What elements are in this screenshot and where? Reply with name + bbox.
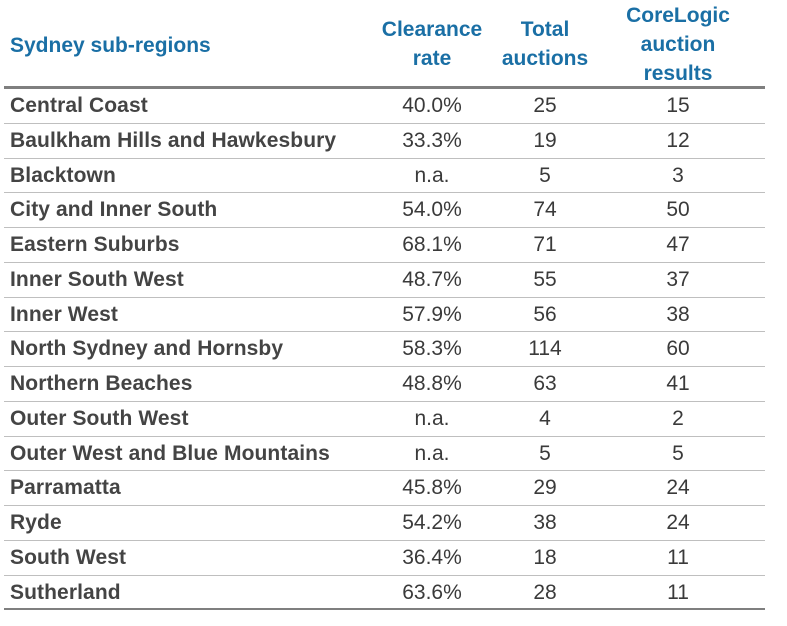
region-cell: Inner South West xyxy=(10,267,184,291)
corelogic-results-cell: 47 xyxy=(666,233,690,256)
table-row: Northern Beaches 48.8% 63 41 xyxy=(4,367,765,402)
corelogic-results-cell: 11 xyxy=(667,580,689,604)
header-total-auctions: Total auctions xyxy=(494,15,596,73)
total-auctions-cell: 114 xyxy=(528,337,562,361)
table-row: Inner West 57.9% 56 38 xyxy=(4,298,765,333)
clearance-rate-cell: 33.3% xyxy=(402,128,462,152)
corelogic-results-cell: 24 xyxy=(666,511,690,534)
corelogic-results-cell: 60 xyxy=(666,337,690,361)
region-cell: Eastern Suburbs xyxy=(10,233,180,256)
clearance-rate-cell: n.a. xyxy=(414,441,450,465)
total-auctions-cell: 25 xyxy=(533,94,557,117)
corelogic-results-cell: 2 xyxy=(672,406,684,430)
table-body: Central Coast 40.0% 25 15 Baulkham Hills and… xyxy=(4,89,765,611)
clearance-rate-cell: 54.0% xyxy=(402,198,462,222)
region-cell: City and Inner South xyxy=(10,198,218,222)
header-sub-regions-label: Sydney sub-regions xyxy=(10,34,211,57)
region-cell: Northern Beaches xyxy=(10,372,193,395)
table-row: South West 36.4% 18 11 xyxy=(4,541,765,576)
header-clearance-line1: Clearance xyxy=(381,18,483,41)
table-row: Inner South West 48.7% 55 37 xyxy=(4,263,765,298)
region-cell: North Sydney and Hornsby xyxy=(10,337,284,361)
region-cell: Blacktown xyxy=(10,163,116,187)
corelogic-results-cell: 50 xyxy=(666,198,690,222)
corelogic-results-cell: 15 xyxy=(666,94,690,117)
table-row: Parramatta 45.8% 29 24 xyxy=(4,471,765,506)
table-row: Eastern Suburbs 68.1% 71 47 xyxy=(4,228,765,263)
region-cell: Ryde xyxy=(10,511,62,534)
clearance-rate-cell: 48.7% xyxy=(402,267,462,291)
header-clearance-rate: Clearance rate xyxy=(374,15,490,73)
corelogic-results-cell: 37 xyxy=(666,267,690,291)
clearance-rate-cell: n.a. xyxy=(414,406,450,430)
clearance-rate-cell: 63.6% xyxy=(402,580,462,604)
total-auctions-cell: 5 xyxy=(539,163,551,187)
header-core-line3: results xyxy=(643,62,713,85)
total-auctions-cell: 19 xyxy=(533,128,557,152)
header-total-line2: auctions xyxy=(501,47,589,70)
region-cell: Sutherland xyxy=(10,580,121,604)
table-row: Baulkham Hills and Hawkesbury 33.3% 19 12 xyxy=(4,124,765,159)
total-auctions-cell: 55 xyxy=(533,267,557,291)
region-cell: Parramatta xyxy=(10,476,121,500)
clearance-rate-cell: 48.8% xyxy=(402,372,462,395)
table-row: Ryde 54.2% 38 24 xyxy=(4,506,765,541)
header-clearance-line2: rate xyxy=(412,47,452,70)
clearance-rate-cell: 57.9% xyxy=(402,302,462,326)
region-cell: Baulkham Hills and Hawkesbury xyxy=(10,128,337,152)
total-auctions-cell: 18 xyxy=(533,545,557,569)
table-row: Outer West and Blue Mountains n.a. 5 5 xyxy=(4,437,765,472)
table-row: North Sydney and Hornsby 58.3% 114 60 xyxy=(4,332,765,367)
region-cell: South West xyxy=(10,545,127,569)
total-auctions-cell: 63 xyxy=(533,372,557,395)
clearance-rate-cell: 36.4% xyxy=(402,545,462,569)
total-auctions-cell: 4 xyxy=(539,406,551,430)
table-row: Sutherland 63.6% 28 11 xyxy=(4,576,765,611)
total-auctions-cell: 29 xyxy=(533,476,557,500)
table-row: City and Inner South 54.0% 74 50 xyxy=(4,193,765,228)
table-header: Sydney sub-regions Clearance rate Total … xyxy=(4,0,765,89)
region-cell: Outer West and Blue Mountains xyxy=(10,441,330,465)
region-cell: Inner West xyxy=(10,302,118,326)
total-auctions-cell: 28 xyxy=(533,580,557,604)
header-sub-regions: Sydney sub-regions xyxy=(10,31,211,60)
corelogic-results-cell: 12 xyxy=(666,128,690,152)
clearance-rate-cell: 68.1% xyxy=(402,233,462,256)
header-core-line2: auction xyxy=(640,33,716,56)
header-corelogic-results: CoreLogic auction results xyxy=(608,1,748,88)
header-total-line1: Total xyxy=(520,18,570,41)
header-core-line1: CoreLogic xyxy=(626,4,730,27)
clearance-rate-cell: 40.0% xyxy=(402,94,462,117)
corelogic-results-cell: 41 xyxy=(666,372,690,395)
corelogic-results-cell: 5 xyxy=(672,441,684,465)
clearance-rate-cell: n.a. xyxy=(414,163,450,187)
total-auctions-cell: 74 xyxy=(533,198,557,222)
table-row: Blacktown n.a. 5 3 xyxy=(4,159,765,194)
corelogic-results-cell: 3 xyxy=(672,163,684,187)
table-row: Central Coast 40.0% 25 15 xyxy=(4,89,765,124)
table-row: Outer South West n.a. 4 2 xyxy=(4,402,765,437)
region-cell: Central Coast xyxy=(10,94,148,117)
region-cell: Outer South West xyxy=(10,406,189,430)
auction-results-table: Sydney sub-regions Clearance rate Total … xyxy=(4,0,765,611)
corelogic-results-cell: 11 xyxy=(667,545,689,569)
corelogic-results-cell: 24 xyxy=(666,476,690,500)
total-auctions-cell: 5 xyxy=(539,441,551,465)
clearance-rate-cell: 45.8% xyxy=(402,476,462,500)
clearance-rate-cell: 54.2% xyxy=(402,511,462,534)
total-auctions-cell: 38 xyxy=(533,511,557,534)
total-auctions-cell: 56 xyxy=(533,302,557,326)
corelogic-results-cell: 38 xyxy=(666,302,690,326)
clearance-rate-cell: 58.3% xyxy=(402,337,462,361)
total-auctions-cell: 71 xyxy=(533,233,557,256)
